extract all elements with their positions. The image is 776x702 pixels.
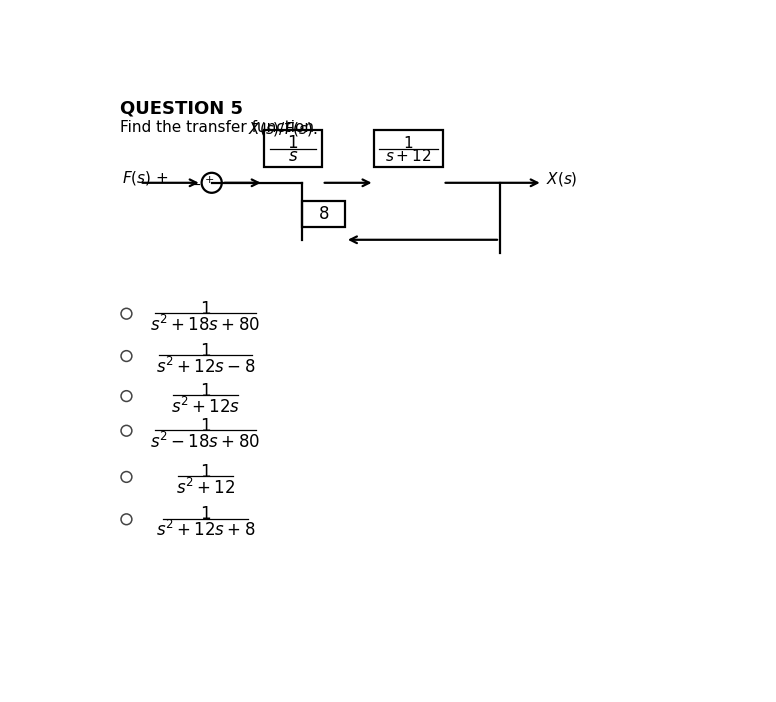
Text: 1: 1 [200,382,211,400]
Text: 1: 1 [287,134,298,152]
Text: +: + [205,175,214,185]
Text: 1: 1 [200,342,211,360]
Text: 1: 1 [200,463,211,481]
Text: −: − [190,180,201,192]
Bar [375,131,442,167]
Text: $s^2 + 12s - 8$: $s^2 + 12s - 8$ [156,357,255,377]
Bar [303,201,345,227]
Text: QUESTION 5: QUESTION 5 [120,100,243,118]
Text: Find the transfer function: Find the transfer function [120,121,319,135]
Bar [264,131,322,167]
Text: 1: 1 [200,300,211,318]
Text: $s^2 + 12s + 8$: $s^2 + 12s + 8$ [156,520,255,540]
Text: $s^2 + 12$: $s^2 + 12$ [176,477,235,498]
Text: 1: 1 [200,505,211,524]
Text: $X(s)/F(s).$: $X(s)/F(s).$ [248,121,318,138]
Text: $s + 12$: $s + 12$ [386,147,431,164]
Text: 1: 1 [200,417,211,435]
Text: $s$: $s$ [288,147,298,164]
Text: 1: 1 [404,136,414,151]
Text: $X(s)$: $X(s)$ [546,170,577,188]
Text: $s^2 + 18s + 80$: $s^2 + 18s + 80$ [151,314,261,335]
Text: $s^2 + 12s$: $s^2 + 12s$ [171,397,240,417]
Text: $F(s)$ +: $F(s)$ + [122,169,168,187]
Text: $s^2 - 18s + 80$: $s^2 - 18s + 80$ [151,432,261,451]
Text: 8: 8 [318,204,329,223]
